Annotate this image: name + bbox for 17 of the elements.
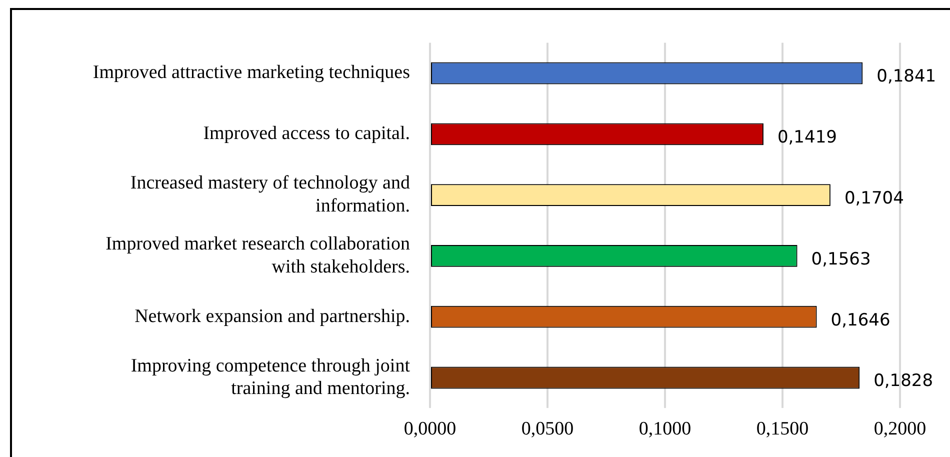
data-label: 0,1419 — [777, 128, 837, 148]
y-tick-label: Improving competence through joint training and mentoring. — [130, 355, 411, 400]
y-tick-label: Network expansion and partnership. — [134, 306, 410, 327]
x-tick-label: 0,1500 — [756, 418, 809, 440]
data-label: 0,1563 — [811, 249, 871, 270]
data-label: 0,1841 — [876, 66, 936, 87]
x-tick-label: 0,0500 — [521, 418, 574, 440]
x-tick-label: 0,1000 — [638, 418, 692, 440]
data-label: 0,1646 — [830, 310, 890, 330]
y-tick-label: Improved attractive marketing techniques — [92, 62, 410, 84]
y-tick-label: Improved access to capital. — [203, 123, 410, 144]
x-tick-label: 0,0000 — [404, 418, 456, 440]
x-tick-label: 0,2000 — [874, 418, 926, 440]
y-tick-label: Increased mastery of technology and information. — [130, 172, 410, 216]
data-label: 0,1704 — [844, 188, 904, 208]
y-tick-label: Improved market research collaboration with stakeholders. — [106, 234, 410, 278]
data-label: 0,1828 — [874, 371, 934, 392]
